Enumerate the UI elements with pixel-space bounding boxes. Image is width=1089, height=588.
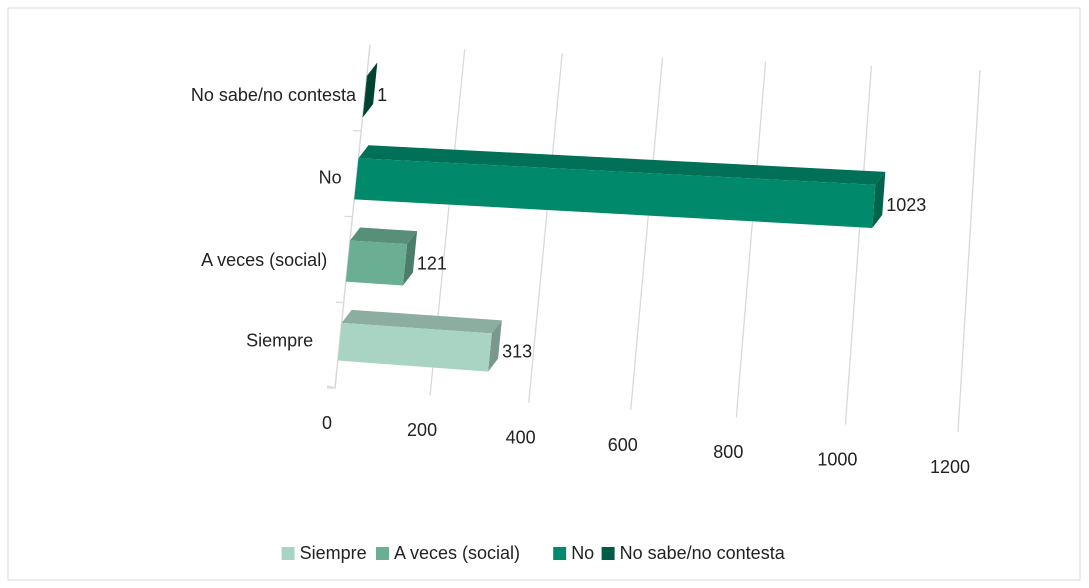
bar-side <box>872 171 886 228</box>
value-label: 1023 <box>886 195 926 215</box>
legend-swatch <box>376 547 389 560</box>
bar <box>345 227 418 286</box>
grid-line <box>630 57 664 411</box>
category-label: No sabe/no contesta <box>191 85 357 105</box>
x-tick-label: 1200 <box>930 457 970 477</box>
value-label: 121 <box>417 254 447 274</box>
legend-label: No sabe/no contesta <box>620 543 786 563</box>
bar <box>362 62 378 118</box>
category-label: A veces (social) <box>201 250 327 270</box>
bar-top <box>350 227 418 245</box>
x-tick-label: 400 <box>506 427 536 447</box>
bar <box>354 145 886 228</box>
bar-top <box>366 62 378 76</box>
legend-label: No <box>571 543 594 563</box>
grid-line <box>528 53 563 403</box>
bar-front <box>337 322 492 372</box>
bar-front <box>354 158 876 228</box>
bar-top <box>341 309 502 334</box>
bar-top <box>358 145 886 185</box>
bar-side <box>402 231 418 286</box>
x-tick-label: 1000 <box>817 449 857 469</box>
grid-line <box>957 69 981 433</box>
bar-front <box>362 75 368 118</box>
grid-line <box>844 65 873 425</box>
grid-line <box>735 61 767 418</box>
legend-swatch <box>553 547 567 560</box>
x-tick-label: 600 <box>608 435 638 455</box>
chart-frame <box>7 7 1081 581</box>
category-label: Siempre <box>246 330 313 350</box>
x-tick-label: 800 <box>713 442 743 462</box>
bar <box>337 309 502 372</box>
legend: Siempre A veces (social) No No sabe/no cont… <box>281 543 786 563</box>
category-label: No <box>319 168 342 188</box>
x-tick-label: 200 <box>407 420 437 440</box>
x-tick-label: 0 <box>322 413 332 433</box>
legend-swatch <box>601 547 615 560</box>
legend-label: A veces (social) <box>394 543 520 563</box>
value-label: 1 <box>377 85 387 105</box>
bar-side <box>488 320 502 372</box>
bar-side <box>363 62 378 118</box>
value-label: 313 <box>502 341 532 361</box>
bar-front <box>345 240 408 286</box>
legend-swatch <box>281 547 295 560</box>
legend-label: Siempre <box>300 543 367 563</box>
